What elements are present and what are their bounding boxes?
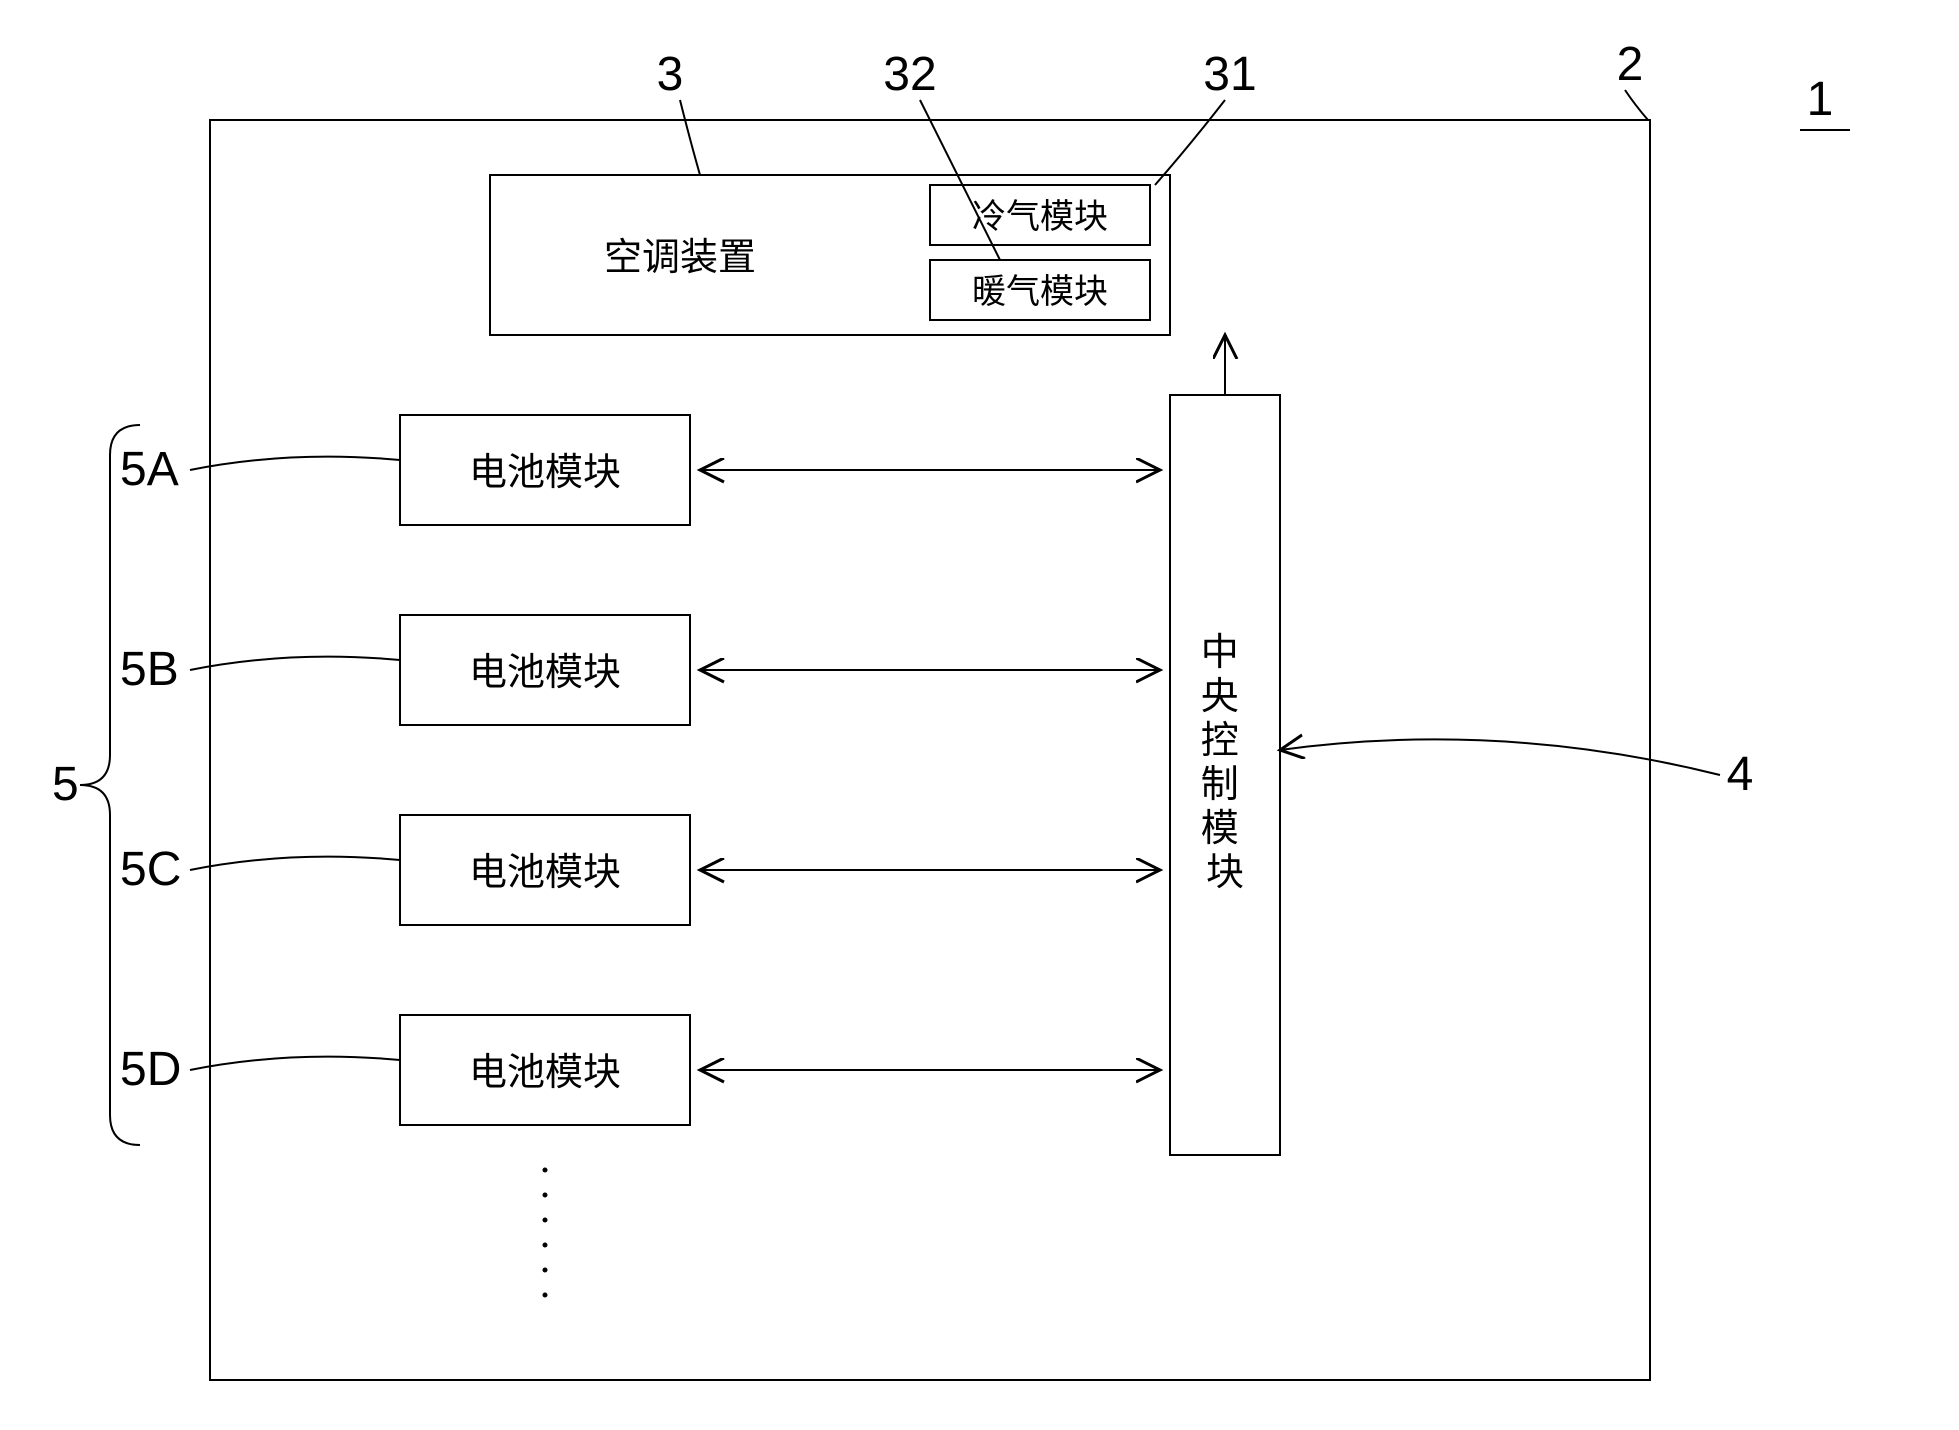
battery-module-5C: 电池模块 [400,815,690,925]
ref-5: 5 [52,758,79,811]
battery-group-brace [80,425,140,1145]
ref-2-leader [1625,90,1648,120]
heat-module-label: 暖气模块 [972,273,1108,311]
ref-4-leader [1280,739,1720,775]
svg-text:电池模块: 电池模块 [469,652,621,694]
battery-module-5D: 电池模块 [400,1015,690,1125]
ref-32-leader [920,100,1000,260]
ac-unit-label: 空调装置 [604,237,756,279]
block-diagram: 1 2 空调装置 3 冷气模块 31 暖气模块 32 中 央 控 制 模 块 4… [0,0,1959,1430]
cold-module-label: 冷气模块 [972,198,1108,236]
ref-5A: 5A [120,443,179,496]
svg-text:电池模块: 电池模块 [469,1052,621,1094]
system-label: 1 [1807,73,1834,126]
ref-3-leader [680,100,700,175]
control-module-label: 中 央 控 制 模 块 [1201,632,1250,894]
ref-31: 31 [1203,48,1256,101]
battery-module-5A: 电池模块 [400,415,690,525]
ref-5B-leader [190,657,400,670]
ref-5D-leader [190,1057,400,1070]
ref-5C: 5C [120,843,181,896]
ref-5C-leader [190,857,400,870]
ref-31-leader [1155,100,1225,185]
ref-4: 4 [1727,748,1754,801]
ref-2: 2 [1617,38,1644,91]
ref-5A-leader [190,457,400,470]
battery-module-5B: 电池模块 [400,615,690,725]
svg-text:电池模块: 电池模块 [469,852,621,894]
svg-text:电池模块: 电池模块 [469,452,621,494]
battery-ellipsis [543,1168,548,1298]
ref-5B: 5B [120,643,179,696]
ref-5D: 5D [120,1043,181,1096]
ref-3: 3 [657,48,684,101]
ref-32: 32 [883,48,936,101]
